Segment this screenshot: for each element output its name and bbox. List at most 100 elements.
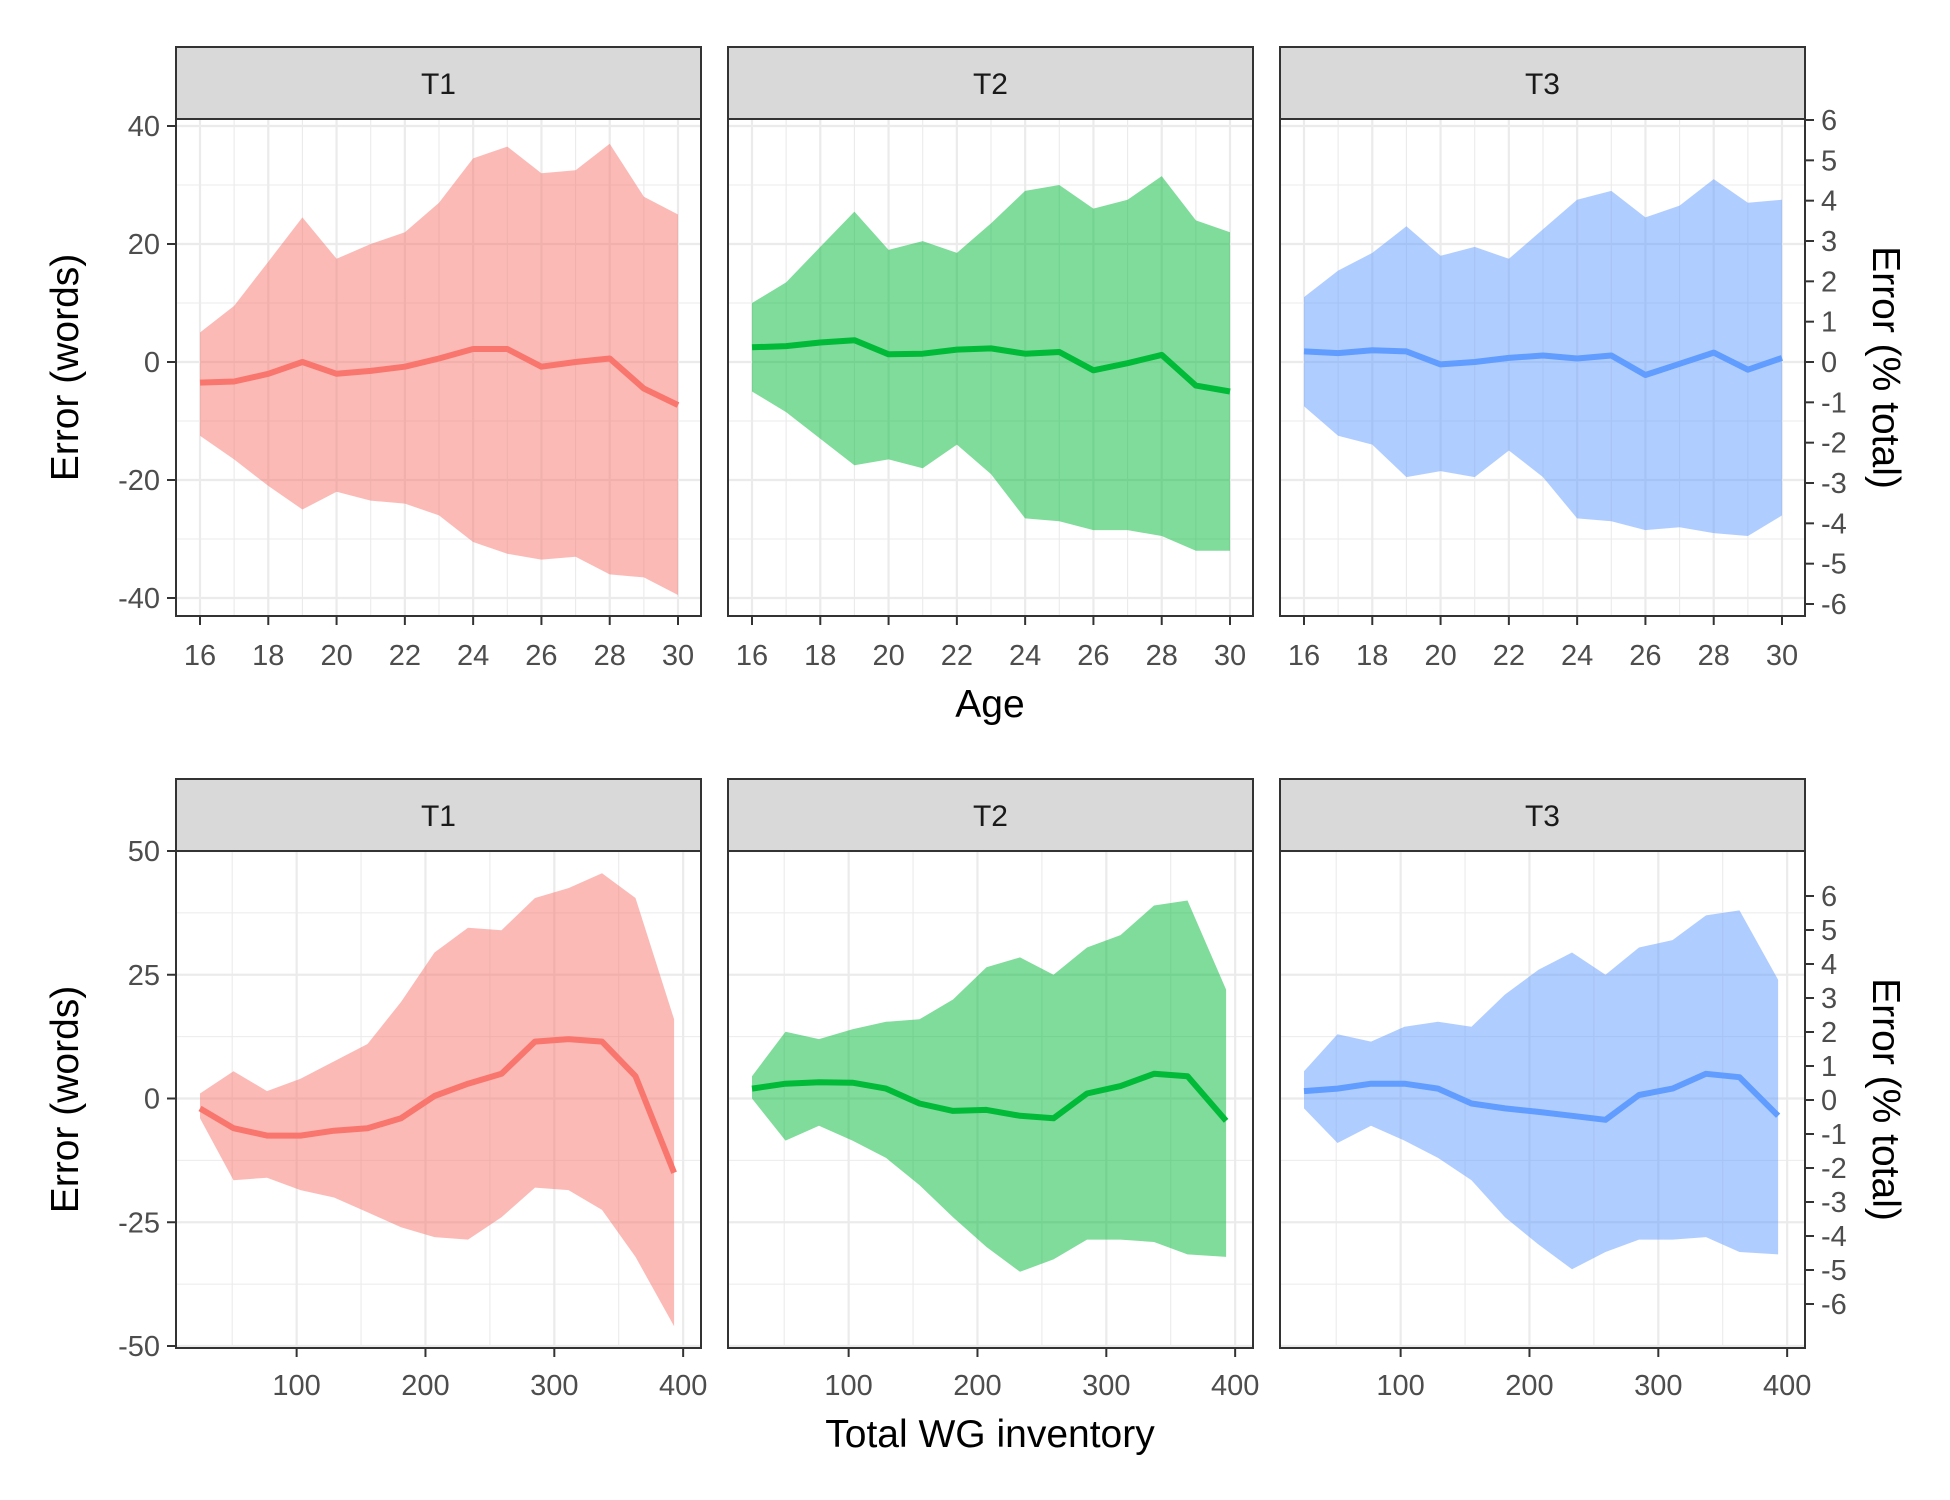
- x-tick-label: 16: [736, 640, 768, 672]
- x-tick-label: 30: [662, 640, 694, 672]
- y-tick-label: 40: [128, 111, 160, 143]
- y-tick-label: -20: [118, 465, 160, 497]
- x-tick-label: 20: [1424, 640, 1456, 672]
- facet-panel-t2: T2 16 18 20 22 24 26 28 30: [727, 46, 1254, 672]
- x-tick-label: 18: [252, 640, 284, 672]
- x-tick-label: 28: [1146, 640, 1178, 672]
- x-tick-label: 400: [1763, 1370, 1811, 1402]
- y2-tick-label: 2: [1821, 266, 1837, 298]
- x-tick-label: 400: [659, 1370, 707, 1402]
- facet-panel-t1: T1 100 200 300 400 -50 -25 0 25 50: [118, 778, 707, 1402]
- x-tick-label: 100: [824, 1370, 872, 1402]
- x-axis-title: Total WG inventory: [825, 1413, 1155, 1456]
- facet-panel-t1: T1 16 18 20 22 24 26 28 30 -40 -20 0 20 40: [118, 46, 702, 672]
- confidence-ribbon-t3: [1304, 910, 1779, 1270]
- mean-line-t3: [1303, 347, 1783, 378]
- x-tick-label: 30: [1214, 640, 1246, 672]
- confidence-ribbon-t1: [200, 143, 678, 595]
- x-tick-label: 200: [401, 1370, 449, 1402]
- y-tick-label: 25: [128, 960, 160, 992]
- y2-tick-label: 1: [1821, 307, 1837, 339]
- x-tick-label: 24: [1009, 640, 1041, 672]
- y2-tick-label: -4: [1821, 508, 1847, 540]
- y-axis-title: Error (words): [44, 986, 87, 1214]
- y2-tick-label: 4: [1821, 186, 1837, 218]
- y2-tick-label: 6: [1821, 105, 1837, 137]
- y2-tick-label: 1: [1821, 1051, 1837, 1083]
- x-axis-title: Age: [955, 683, 1024, 726]
- x-tick-label: 18: [804, 640, 836, 672]
- y2-axis-title: Error (% total): [1864, 246, 1907, 489]
- x-tick-label: 20: [872, 640, 904, 672]
- facet-strip: [1279, 778, 1806, 852]
- facet-strip: [727, 778, 1254, 852]
- x-tick-label: 16: [1288, 640, 1320, 672]
- y2-tick-label: 0: [1821, 1085, 1837, 1117]
- x-tick-label: 28: [1698, 640, 1730, 672]
- y2-tick-label: -5: [1821, 549, 1847, 581]
- y2-tick-label: 4: [1821, 949, 1837, 981]
- x-tick-label: 24: [1561, 640, 1593, 672]
- y-axis-title: Error (words): [44, 254, 87, 482]
- y-tick-label: 50: [128, 836, 160, 868]
- facet-strip: [175, 778, 702, 852]
- x-tick-label: 16: [184, 640, 216, 672]
- mean-line-t1: [199, 346, 680, 408]
- y2-tick-label: -2: [1821, 428, 1847, 460]
- x-tick-label: 26: [1629, 640, 1661, 672]
- confidence-ribbon-t2: [752, 176, 1230, 551]
- y2-tick-label: -3: [1821, 468, 1847, 500]
- y2-tick-label: 6: [1821, 881, 1837, 913]
- y2-tick-label: 5: [1821, 915, 1837, 947]
- facet-strip-label: T1: [421, 800, 456, 833]
- mean-line-t1: [198, 1036, 677, 1174]
- x-tick-label: 200: [953, 1370, 1001, 1402]
- x-tick-label: 22: [941, 640, 973, 672]
- x-tick-label: 300: [1082, 1370, 1130, 1402]
- y2-tick-label: 3: [1821, 983, 1837, 1015]
- mean-line-t2: [751, 1070, 1229, 1123]
- facet-strip: [175, 46, 702, 120]
- y2-tick-label: -2: [1821, 1153, 1847, 1185]
- x-tick-label: 24: [457, 640, 489, 672]
- facet-panel-t3: T3 16 18 20 22 24 26 28 30 -6 -5 -4 -3 -2 -1 0 1 2 3 4 5 6: [1279, 46, 1847, 672]
- y-tick-label: 20: [128, 229, 160, 261]
- y2-tick-label: 3: [1821, 226, 1837, 258]
- y2-tick-label: -1: [1821, 1119, 1847, 1151]
- y-tick-label: -50: [118, 1331, 160, 1363]
- y-tick-label: 0: [144, 1084, 160, 1116]
- facet-strip-label: T3: [1525, 68, 1560, 101]
- x-tick-label: 26: [1077, 640, 1109, 672]
- x-tick-label: 18: [1356, 640, 1388, 672]
- y2-tick-label: -3: [1821, 1187, 1847, 1219]
- x-tick-label: 200: [1505, 1370, 1553, 1402]
- y2-axis-title: Error (% total): [1864, 978, 1907, 1221]
- y2-tick-label: -6: [1821, 589, 1847, 621]
- y2-tick-label: 5: [1821, 145, 1837, 177]
- y2-tick-label: -4: [1821, 1221, 1847, 1253]
- facet-panel-t2: T2 100 200 300 400: [727, 778, 1259, 1402]
- x-tick-label: 26: [525, 640, 557, 672]
- x-tick-label: 28: [594, 640, 626, 672]
- y-tick-label: -40: [118, 583, 160, 615]
- y-tick-label: -25: [118, 1207, 160, 1239]
- confidence-ribbon-t1: [200, 873, 675, 1327]
- x-tick-label: 30: [1766, 640, 1798, 672]
- facet-strip-label: T2: [973, 800, 1008, 833]
- x-tick-label: 22: [1493, 640, 1525, 672]
- y2-tick-label: -6: [1821, 1289, 1847, 1321]
- x-tick-label: 300: [1634, 1370, 1682, 1402]
- y-tick-label: 0: [144, 347, 160, 379]
- x-tick-label: 100: [1376, 1370, 1424, 1402]
- x-tick-label: 100: [272, 1370, 320, 1402]
- facet-strip: [727, 46, 1254, 120]
- x-tick-label: 22: [389, 640, 421, 672]
- mean-line-t3: [1303, 1070, 1781, 1123]
- facet-strip-label: T2: [973, 68, 1008, 101]
- facet-strip: [1279, 46, 1806, 120]
- x-tick-label: 300: [530, 1370, 578, 1402]
- mean-line-t2: [751, 337, 1231, 395]
- y2-tick-label: -1: [1821, 387, 1847, 419]
